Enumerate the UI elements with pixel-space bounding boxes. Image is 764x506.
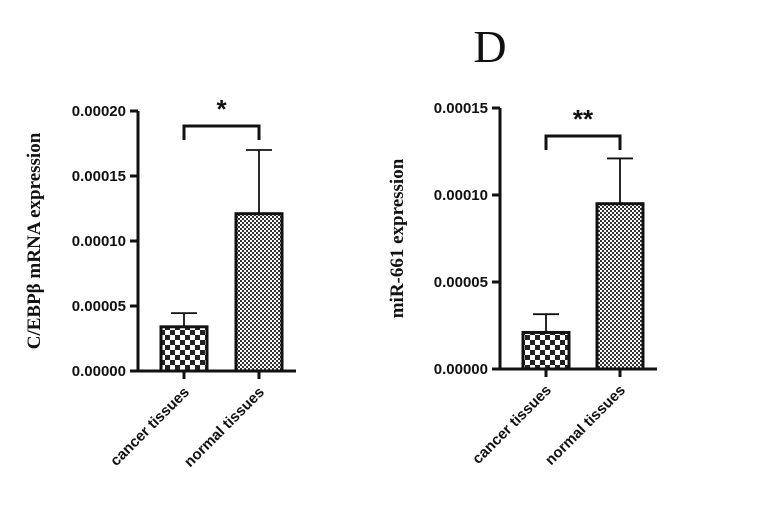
y-tick-label: 0.00000 xyxy=(72,363,126,380)
y-tick-label: 0.00005 xyxy=(72,298,126,315)
y-tick-label: 0.00000 xyxy=(434,361,488,378)
bar xyxy=(595,202,645,371)
y-axis-label: miR-661 expression xyxy=(387,158,408,318)
significance-marker: ** xyxy=(573,104,594,134)
chart-cebpb: C/EBPβ mRNA expression 0.00000 0.00005 0.00… xyxy=(24,94,296,471)
panel-label: D xyxy=(473,21,506,72)
x-tick-label: cancer tissues xyxy=(469,382,555,468)
x-tick-label: normal tissues xyxy=(542,382,629,469)
significance-marker: * xyxy=(216,94,227,124)
y-tick-label: 0.00015 xyxy=(434,100,488,117)
y-tick-label: 0.00015 xyxy=(72,168,126,185)
y-tick-label: 0.00010 xyxy=(72,233,126,250)
y-tick-label: 0.00005 xyxy=(434,274,488,291)
bar xyxy=(521,330,571,371)
x-tick-label: cancer tissues xyxy=(107,384,193,470)
bar xyxy=(234,212,284,373)
bar xyxy=(159,325,209,373)
y-tick-label: 0.00020 xyxy=(72,103,126,120)
y-axis-label: C/EBPβ mRNA expression xyxy=(24,132,45,349)
significance-bracket xyxy=(182,124,261,140)
y-tick-label: 0.00010 xyxy=(434,187,488,204)
x-tick-label: normal tissues xyxy=(181,384,268,471)
chart-mir661: miR-661 expression 0.00000 0.00005 0.00010 0… xyxy=(387,100,657,469)
significance-bracket xyxy=(544,134,622,150)
